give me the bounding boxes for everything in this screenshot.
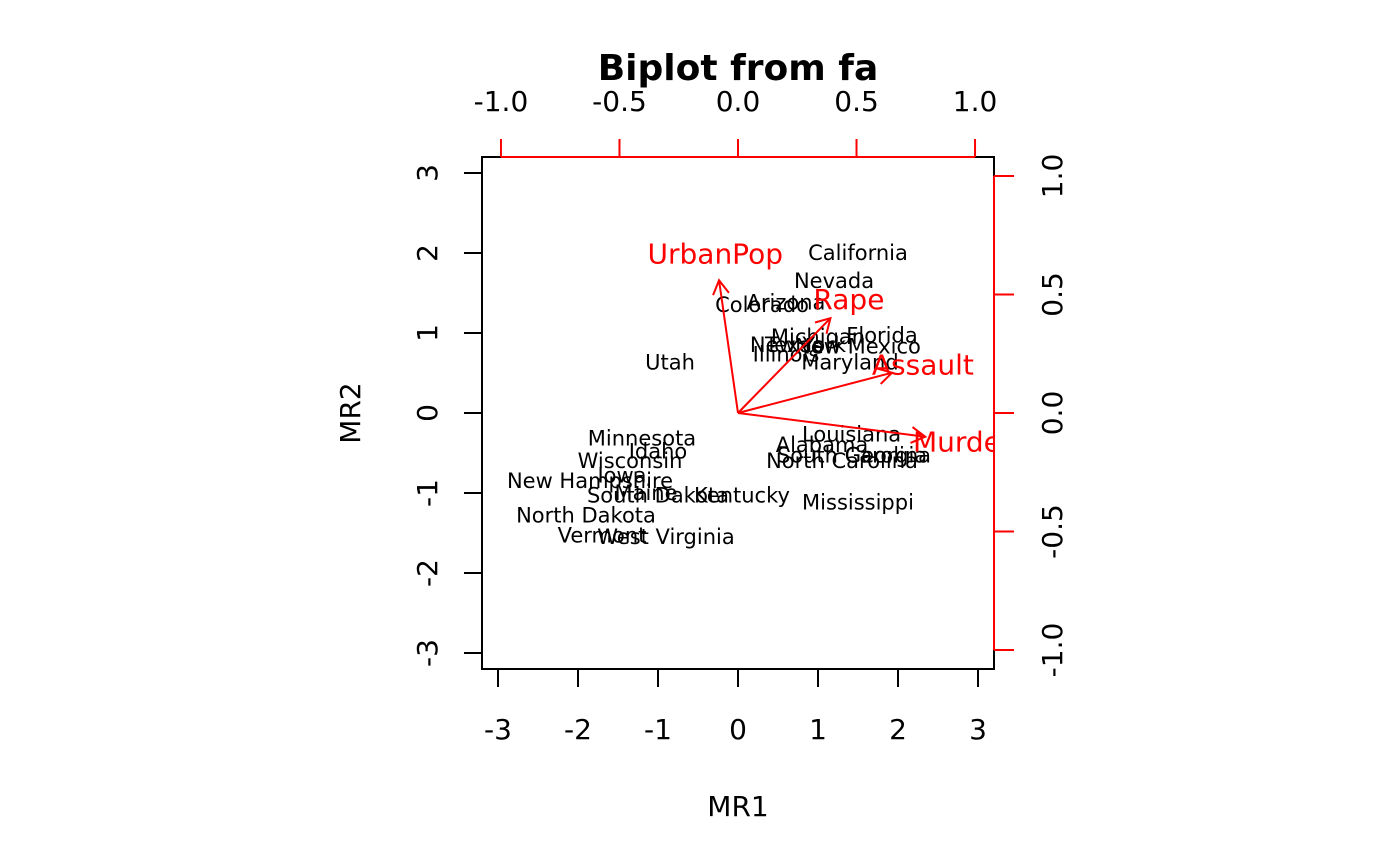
loading-label: UrbanPop <box>648 238 783 271</box>
loading-label: Assault <box>872 349 974 382</box>
x-axis-bottom: -3 -2 -1 0 1 2 3 <box>484 668 987 746</box>
y-tick-label: 1 <box>411 324 444 342</box>
loading-label: Rape <box>813 283 884 316</box>
loading-arrow-head <box>910 426 928 444</box>
score-point-label: North Dakota <box>516 503 656 527</box>
score-point-label: Vermont <box>558 523 647 547</box>
top-tick-label: 0.0 <box>716 85 761 118</box>
loading-label: Murder <box>913 425 1013 458</box>
right-tick-label: -1.0 <box>1036 623 1069 678</box>
loading-arrows: UrbanPop Rape Assault Murder <box>648 238 1013 459</box>
x-tick-label: -2 <box>564 713 592 746</box>
loading-arrow-shaft <box>737 371 893 414</box>
score-point-label: Minnesota <box>588 427 696 451</box>
loading-arrow-shaft <box>718 280 739 414</box>
y-tick-label: 2 <box>411 244 444 262</box>
loading-arrow-head <box>712 278 730 296</box>
score-point-label: Florida <box>846 323 917 347</box>
top-tick-label: 0.5 <box>834 85 879 118</box>
chart-title: Biplot from fa <box>598 48 879 89</box>
score-point-label: Mississippi <box>802 491 914 515</box>
loading-axis-top: -1.0 -0.5 0.0 0.5 1.0 <box>474 85 998 158</box>
score-point-label: Arizona <box>747 291 826 315</box>
score-point-label: South Dakota <box>587 483 729 507</box>
score-point-label: New York <box>750 333 847 357</box>
score-point-label: New Mexico <box>795 335 921 359</box>
y-tick-label: 3 <box>411 164 444 182</box>
right-tick-label: -0.5 <box>1036 504 1069 559</box>
y-tick-label: -3 <box>411 639 444 667</box>
score-point-label: New Hampshire <box>507 469 673 493</box>
score-point-label: West Virginia <box>597 525 734 549</box>
score-point-label: Michigan <box>771 325 865 349</box>
right-tick-label: 0.0 <box>1036 391 1069 436</box>
loading-axis-right: -1.0 -0.5 0.0 0.5 1.0 <box>993 154 1069 678</box>
y-tick-label: -2 <box>411 559 444 587</box>
y-axis-left: -3 -2 -1 0 1 2 3 <box>411 164 483 667</box>
score-point-label: Iowa <box>597 463 646 487</box>
x-tick-label: -1 <box>644 713 672 746</box>
loading-arrow-head <box>814 316 832 334</box>
score-point-label: Idaho <box>629 439 688 463</box>
top-tick-label: 1.0 <box>953 85 998 118</box>
score-point-label: Utah <box>645 351 695 375</box>
x-tick-label: 0 <box>729 713 747 746</box>
x-tick-label: 1 <box>809 713 827 746</box>
x-tick-label: 3 <box>969 713 987 746</box>
score-point-label: Colorado <box>715 293 809 317</box>
loading-arrow-head <box>876 367 895 385</box>
right-tick-label: 1.0 <box>1036 154 1069 199</box>
x-tick-label: -3 <box>484 713 512 746</box>
score-point-label: Wisconsin <box>578 449 683 473</box>
loading-arrow-shaft <box>737 412 926 438</box>
x-tick-label: 2 <box>889 713 907 746</box>
top-tick-label: -0.5 <box>592 85 647 118</box>
right-tick-label: 0.5 <box>1036 272 1069 317</box>
score-point-label: North Carolina <box>766 449 918 473</box>
y-axis-label: MR2 <box>334 382 367 443</box>
score-point-label: Alabama <box>776 433 869 457</box>
score-point-label: South Carolina <box>777 443 931 467</box>
y-tick-label: 0 <box>411 404 444 422</box>
score-point-label: Nevada <box>794 269 874 293</box>
top-tick-label: -1.0 <box>474 85 529 118</box>
score-point-label: California <box>808 241 908 265</box>
score-point-label: Kentucky <box>694 483 790 507</box>
y-tick-label: -1 <box>411 479 444 507</box>
score-point-label: Georgia <box>845 443 927 467</box>
score-point-label: Maine <box>614 481 677 505</box>
loading-arrow-shaft <box>737 317 832 414</box>
x-axis-label: MR1 <box>707 790 768 823</box>
